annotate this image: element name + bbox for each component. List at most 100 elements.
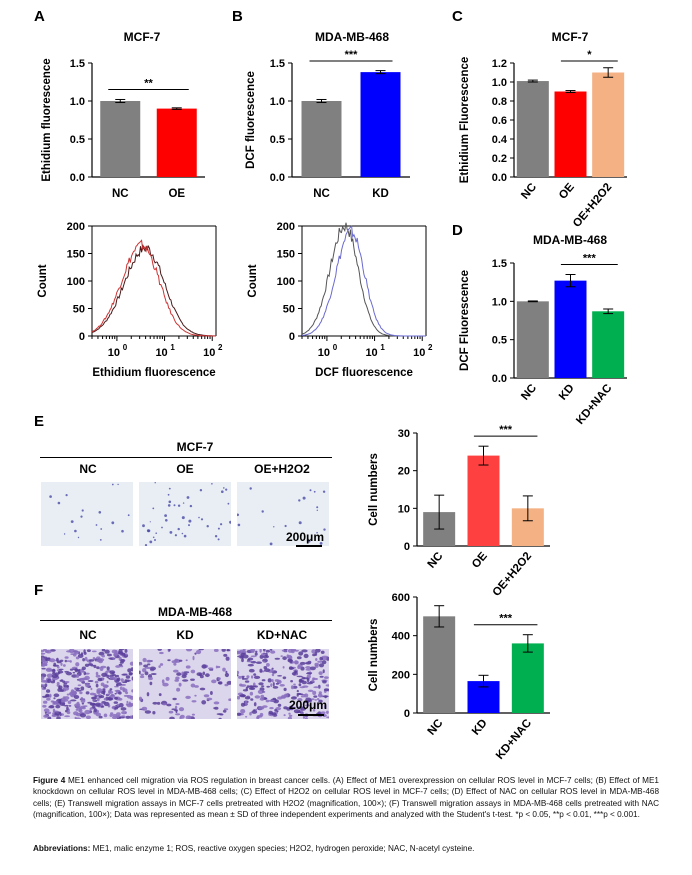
- x-tick-label: OE+H2O2: [571, 181, 615, 230]
- micrograph-f-nc: [41, 649, 133, 719]
- cell-dot: [111, 521, 115, 525]
- cell-dot: [290, 649, 297, 652]
- x-tick-exponent: 0: [123, 343, 128, 352]
- cell-dot: [158, 665, 161, 668]
- cell-dot: [280, 655, 283, 657]
- cell-dot: [249, 487, 252, 490]
- y-axis-label: Count: [247, 264, 259, 297]
- cell-dot: [237, 650, 242, 654]
- y-tick-label: 0.4: [492, 134, 508, 146]
- cell-dot: [52, 679, 56, 682]
- cell-dot: [259, 649, 262, 653]
- y-axis-label: DCF Fluorescence: [459, 270, 471, 371]
- cell-dot: [169, 716, 175, 719]
- cell-dot: [288, 667, 295, 670]
- cell-dot: [323, 688, 329, 692]
- cell-dot: [181, 532, 184, 535]
- cell-dot: [248, 668, 255, 673]
- cell-dot: [304, 717, 308, 719]
- cell-dot: [181, 671, 184, 676]
- cell-dot: [245, 686, 248, 691]
- cell-dot: [273, 526, 275, 528]
- cell-dot: [161, 526, 163, 529]
- cell-dots: [139, 649, 231, 719]
- cell-dot: [81, 666, 86, 671]
- cell-dot: [164, 514, 167, 517]
- cell-dot: [244, 680, 250, 683]
- cell-dot: [63, 664, 66, 667]
- cell-dot: [179, 716, 182, 719]
- cell-dot: [189, 504, 193, 508]
- cell-dot: [302, 715, 306, 719]
- cell-dot: [190, 683, 196, 688]
- cell-dot: [43, 700, 48, 704]
- cell-dot: [288, 712, 291, 715]
- cell-dot: [152, 507, 155, 510]
- x-tick-label: KD: [470, 717, 490, 737]
- cell-dot: [50, 649, 56, 652]
- cell-dot: [298, 679, 303, 683]
- cell-dot: [120, 678, 124, 682]
- cell-dot: [185, 715, 192, 719]
- cell-dot: [98, 511, 102, 514]
- cell-dot: [118, 716, 125, 719]
- cell-dot: [175, 676, 180, 680]
- cell-dot: [105, 696, 109, 701]
- cell-dot: [171, 660, 178, 664]
- cell-dot: [103, 697, 107, 701]
- y-axis-label: DCF fluorescence: [245, 71, 257, 169]
- cell-dot: [246, 660, 253, 663]
- cell-dot: [244, 696, 251, 700]
- cell-dot: [104, 649, 110, 654]
- cell-dot: [119, 686, 123, 691]
- cell-dot: [125, 675, 131, 679]
- cell-dot: [301, 649, 308, 653]
- cell-dot: [274, 679, 280, 682]
- cell-dot: [283, 687, 287, 692]
- x-tick-exponent: 0: [333, 343, 338, 352]
- cell-dot: [301, 676, 306, 680]
- y-axis-label: Count: [37, 264, 49, 297]
- cell-dot: [182, 502, 185, 504]
- cell-dot: [174, 679, 179, 682]
- cell-dot: [300, 707, 306, 711]
- cell-dot: [56, 681, 60, 686]
- y-tick-label: 0: [404, 541, 410, 553]
- cell-dot: [178, 659, 183, 662]
- cell-dot: [68, 649, 75, 654]
- cell-dot: [167, 493, 170, 496]
- bar-kd-nac: [592, 311, 625, 378]
- cell-dot: [269, 707, 274, 710]
- cell-dot: [251, 675, 254, 679]
- significance-label: ***: [499, 613, 513, 625]
- cell-dot: [64, 656, 69, 659]
- cell-dot: [198, 649, 204, 651]
- cell-dot: [250, 650, 255, 653]
- abbreviations: Abbreviations: ME1, malic enzyme 1; ROS,…: [33, 843, 659, 854]
- cell-dot: [259, 654, 264, 659]
- cell-dot: [119, 649, 125, 651]
- cell-dot: [242, 678, 249, 680]
- cell-dot: [182, 679, 189, 682]
- cell-dot: [87, 680, 94, 682]
- cell-dot: [130, 667, 133, 672]
- cell-dot: [78, 707, 82, 711]
- cell-dot: [85, 683, 90, 688]
- cell-dot: [312, 677, 316, 680]
- cell-dot: [192, 655, 195, 661]
- cell-dot: [174, 709, 178, 712]
- cell-dot: [255, 650, 258, 653]
- cell-dot: [322, 669, 325, 674]
- cell-dot: [102, 690, 106, 694]
- cell-dot: [45, 668, 52, 671]
- bar-kd: [360, 72, 401, 177]
- bar-nc: [516, 301, 549, 378]
- cell-dot: [43, 708, 50, 713]
- cell-dot: [58, 699, 62, 703]
- cell-dot: [117, 677, 121, 682]
- cell-dot: [161, 679, 165, 684]
- cell-dot: [109, 670, 116, 675]
- cell-dot: [144, 544, 148, 546]
- cell-dot: [214, 706, 219, 710]
- cell-dot: [324, 676, 329, 679]
